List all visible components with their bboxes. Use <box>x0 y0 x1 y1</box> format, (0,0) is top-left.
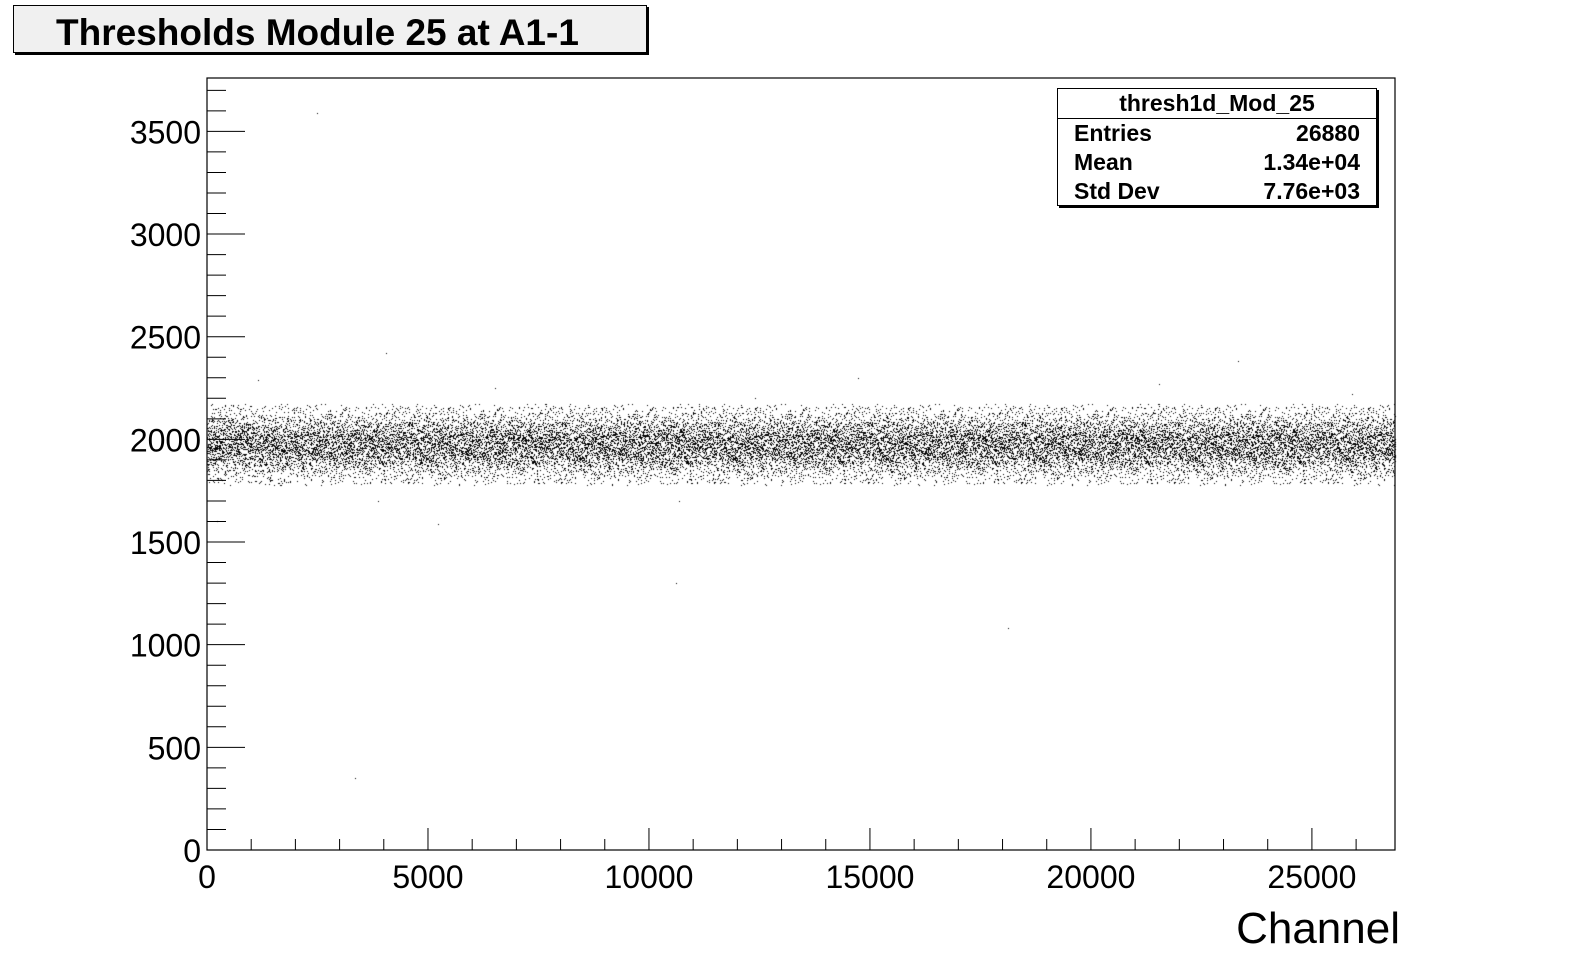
stats-row-mean: Mean 1.34e+04 <box>1058 148 1376 177</box>
y-tick-label: 1000 <box>130 628 201 664</box>
stats-stddev-value: 7.76e+03 <box>1263 178 1360 204</box>
stats-histogram-name: thresh1d_Mod_25 <box>1058 89 1376 119</box>
x-tick-label: 5000 <box>392 859 463 895</box>
x-axis-label: Channel <box>1236 904 1400 953</box>
stats-mean-value: 1.34e+04 <box>1263 149 1360 175</box>
x-axis-ticks: 0 5000 10000 15000 20000 25000 <box>198 828 1357 895</box>
y-tick-label: 3500 <box>130 114 201 150</box>
plot-frame <box>206 77 1396 851</box>
y-tick-label: 3000 <box>130 217 201 253</box>
stats-box: thresh1d_Mod_25 Entries 26880 Mean 1.34e… <box>1057 88 1377 206</box>
chart-title: Thresholds Module 25 at A1-1 <box>56 12 579 53</box>
stats-entries-value: 26880 <box>1296 120 1360 146</box>
x-tick-label: 10000 <box>604 859 693 895</box>
chart-title-box: Thresholds Module 25 at A1-1 <box>13 5 647 53</box>
y-tick-label: 1500 <box>130 525 201 561</box>
stats-entries-label: Entries <box>1074 120 1152 146</box>
y-tick-label: 2500 <box>130 320 201 356</box>
x-tick-label: 20000 <box>1046 859 1135 895</box>
y-tick-label: 500 <box>148 730 201 766</box>
x-tick-label: 15000 <box>825 859 914 895</box>
stats-row-entries: Entries 26880 <box>1058 119 1376 148</box>
stats-row-stddev: Std Dev 7.76e+03 <box>1058 177 1376 206</box>
stats-mean-label: Mean <box>1074 149 1133 175</box>
y-axis-ticks: 0 500 1000 1500 2000 2500 3000 3500 <box>130 89 245 869</box>
y-tick-label: 2000 <box>130 422 201 458</box>
stats-stddev-label: Std Dev <box>1074 178 1160 204</box>
x-tick-label: 25000 <box>1267 859 1356 895</box>
y-tick-label: 0 <box>183 833 201 869</box>
x-tick-label: 0 <box>198 859 216 895</box>
